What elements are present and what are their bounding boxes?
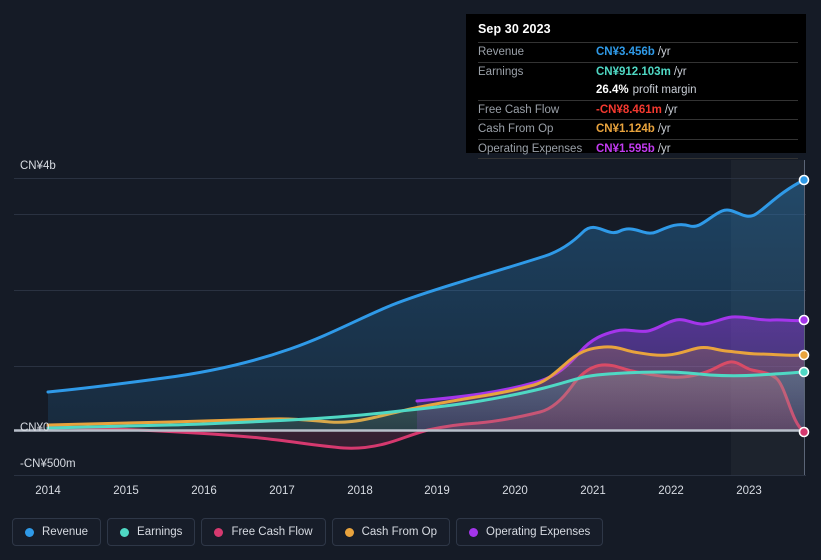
tooltip-value-profit-margin: 26.4%	[596, 84, 629, 97]
tooltip-row-earnings: Earnings CN¥912.103m /yr	[478, 61, 798, 82]
series-line-operating-expenses	[415, 315, 806, 403]
tooltip-label-earnings: Earnings	[478, 65, 524, 78]
legend-dot-cash-from-op	[344, 527, 354, 537]
tooltip-value-earnings: CN¥912.103m	[596, 65, 671, 78]
series-line-earnings	[46, 370, 806, 430]
x-axis-label-2016: 2016	[191, 485, 217, 497]
legend-label-operating-expenses: Operating Expenses	[486, 526, 591, 538]
chart-legend: Revenue Earnings Free Cash Flow Cash Fro…	[12, 518, 604, 546]
legend-label-free-cash-flow: Free Cash Flow	[231, 526, 313, 538]
x-axis-label-2014: 2014	[35, 485, 61, 497]
legend-item-earnings[interactable]: Earnings	[107, 518, 196, 546]
legend-dot-free-cash-flow	[214, 527, 224, 537]
series-line-revenue	[46, 178, 806, 394]
legend-dot-revenue	[25, 527, 34, 537]
tooltip-value-operating-expenses: CN¥1.595b	[596, 142, 655, 155]
tooltip-unit-cash-from-op: /yr	[657, 123, 671, 136]
x-axis-label-2017: 2017	[269, 485, 295, 497]
endpoint-free-cash-flow	[798, 426, 810, 438]
legend-dot-earnings	[120, 527, 130, 537]
tooltip-value-cash-from-op: CN¥1.124b	[596, 123, 655, 136]
series-line-cash-from-op	[46, 345, 806, 427]
endpoint-cash-from-op	[798, 349, 810, 361]
legend-label-revenue: Revenue	[42, 526, 89, 538]
x-axis-label-2019: 2019	[424, 485, 450, 497]
chart-tooltip: Sep 30 2023 Revenue CN¥3.456b /yr Earnin…	[466, 14, 806, 159]
series-area-earnings	[48, 372, 804, 430]
endpoint-earnings	[798, 366, 810, 378]
x-axis-label-2015: 2015	[113, 485, 139, 497]
legend-label-cash-from-op: Cash From Op	[361, 526, 438, 538]
tooltip-row-free-cash-flow: Free Cash Flow -CN¥8.461m /yr	[478, 99, 798, 120]
legend-dot-operating-expenses	[469, 527, 479, 537]
legend-item-free-cash-flow[interactable]: Free Cash Flow	[201, 518, 326, 546]
endpoint-operating-expenses	[798, 314, 810, 326]
y-axis-label-bottom: -CN¥500m	[20, 458, 76, 470]
tooltip-row-revenue: Revenue CN¥3.456b /yr	[478, 42, 798, 62]
tooltip-unit-free-cash-flow: /yr	[664, 103, 678, 116]
legend-item-cash-from-op[interactable]: Cash From Op	[331, 518, 451, 546]
tooltip-unit-profit-margin: profit margin	[632, 84, 697, 97]
tooltip-row-profit-margin: 26.4% profit margin	[478, 81, 798, 100]
tooltip-label-operating-expenses: Operating Expenses	[478, 142, 583, 155]
tooltip-bottom-rule	[478, 158, 798, 159]
tooltip-date: Sep 30 2023	[478, 22, 551, 36]
tooltip-label-revenue: Revenue	[478, 46, 525, 59]
tooltip-label-cash-from-op: Cash From Op	[478, 123, 554, 136]
y-axis-label-zero: CN¥0	[20, 422, 50, 434]
tooltip-value-free-cash-flow: -CN¥8.461m	[596, 103, 662, 116]
legend-item-operating-expenses[interactable]: Operating Expenses	[456, 518, 604, 546]
tooltip-row-operating-expenses: Operating Expenses CN¥1.595b /yr	[478, 138, 798, 159]
x-axis-label-2018: 2018	[347, 485, 373, 497]
x-axis-label-2020: 2020	[502, 485, 528, 497]
endpoint-revenue	[798, 174, 810, 186]
y-axis-label-top: CN¥4b	[20, 160, 56, 172]
tooltip-value-revenue: CN¥3.456b	[596, 46, 655, 59]
x-axis-label-2022: 2022	[658, 485, 684, 497]
tooltip-unit-revenue: /yr	[657, 46, 671, 59]
tooltip-unit-earnings: /yr	[673, 65, 687, 78]
x-axis-label-2021: 2021	[580, 485, 606, 497]
x-axis-label-2023: 2023	[736, 485, 762, 497]
tooltip-unit-operating-expenses: /yr	[657, 142, 671, 155]
legend-label-earnings: Earnings	[137, 526, 183, 538]
endpoint-markers	[798, 174, 810, 438]
tooltip-row-cash-from-op: Cash From Op CN¥1.124b /yr	[478, 119, 798, 139]
tooltip-label-free-cash-flow: Free Cash Flow	[478, 103, 560, 116]
legend-item-revenue[interactable]: Revenue	[12, 518, 102, 546]
